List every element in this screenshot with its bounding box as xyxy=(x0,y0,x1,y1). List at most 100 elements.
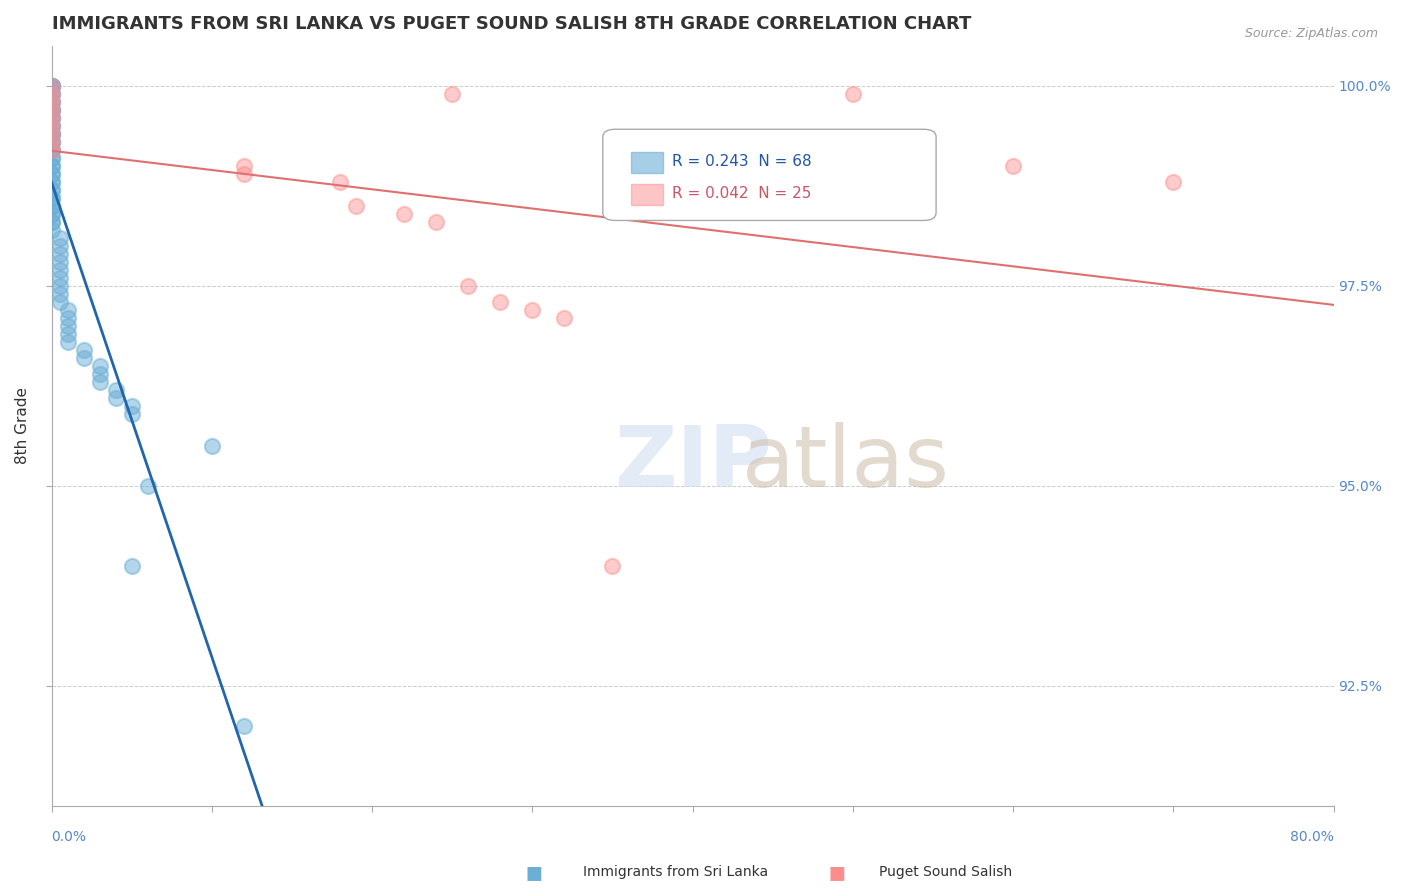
Point xyxy=(41,191,63,205)
Point xyxy=(48,246,70,260)
Point xyxy=(48,270,70,285)
Point xyxy=(41,95,63,109)
Point xyxy=(56,302,79,317)
Point xyxy=(41,214,63,228)
Point xyxy=(48,286,70,301)
Point xyxy=(1161,175,1184,189)
Point xyxy=(41,119,63,133)
Point xyxy=(41,78,63,93)
Point xyxy=(41,78,63,93)
Text: Source: ZipAtlas.com: Source: ZipAtlas.com xyxy=(1244,27,1378,40)
Text: IMMIGRANTS FROM SRI LANKA VS PUGET SOUND SALISH 8TH GRADE CORRELATION CHART: IMMIGRANTS FROM SRI LANKA VS PUGET SOUND… xyxy=(52,15,972,33)
Point xyxy=(344,199,367,213)
Point xyxy=(104,383,127,397)
Point xyxy=(41,78,63,93)
Point xyxy=(457,278,479,293)
Point xyxy=(602,558,624,573)
Text: ▪: ▪ xyxy=(827,858,846,887)
Point xyxy=(41,222,63,236)
Point xyxy=(522,302,544,317)
Text: atlas: atlas xyxy=(742,422,950,505)
Point xyxy=(842,87,865,101)
FancyBboxPatch shape xyxy=(631,184,664,205)
Point xyxy=(41,127,63,141)
Point xyxy=(41,87,63,101)
Point xyxy=(41,135,63,149)
Point xyxy=(56,326,79,341)
Point xyxy=(41,87,63,101)
Point xyxy=(48,262,70,277)
Point xyxy=(48,230,70,244)
Point xyxy=(41,143,63,157)
Point xyxy=(41,78,63,93)
Point xyxy=(41,159,63,173)
Text: 0.0%: 0.0% xyxy=(52,830,87,844)
Point xyxy=(41,167,63,181)
Point xyxy=(553,310,575,325)
Point xyxy=(41,103,63,117)
Text: ▪: ▪ xyxy=(524,858,544,887)
Point xyxy=(41,183,63,197)
Point xyxy=(41,119,63,133)
Point xyxy=(41,127,63,141)
Text: Immigrants from Sri Lanka: Immigrants from Sri Lanka xyxy=(583,865,769,880)
Point xyxy=(41,143,63,157)
Point xyxy=(41,119,63,133)
Point xyxy=(41,78,63,93)
Point xyxy=(41,199,63,213)
Point xyxy=(136,478,159,492)
Point xyxy=(89,359,111,373)
Text: R = 0.243  N = 68: R = 0.243 N = 68 xyxy=(672,154,811,169)
Point xyxy=(41,111,63,125)
Point xyxy=(48,278,70,293)
Point xyxy=(41,207,63,221)
FancyBboxPatch shape xyxy=(631,152,664,173)
FancyBboxPatch shape xyxy=(603,129,936,220)
Point xyxy=(713,199,735,213)
Point xyxy=(232,167,254,181)
Point xyxy=(121,399,143,413)
Point xyxy=(41,135,63,149)
Point xyxy=(41,207,63,221)
Point xyxy=(104,391,127,405)
Point xyxy=(232,718,254,732)
Point xyxy=(41,183,63,197)
Point xyxy=(121,407,143,421)
Point xyxy=(41,103,63,117)
Point xyxy=(41,135,63,149)
Point xyxy=(41,175,63,189)
Point xyxy=(41,95,63,109)
Point xyxy=(41,167,63,181)
Y-axis label: 8th Grade: 8th Grade xyxy=(15,387,30,464)
Point xyxy=(329,175,352,189)
Point xyxy=(89,375,111,389)
Point xyxy=(89,367,111,381)
Point xyxy=(72,351,94,365)
Point xyxy=(441,87,464,101)
Point xyxy=(41,103,63,117)
Point xyxy=(41,87,63,101)
Point xyxy=(201,439,224,453)
Point xyxy=(41,143,63,157)
Point xyxy=(56,310,79,325)
Point xyxy=(392,207,415,221)
Point xyxy=(41,175,63,189)
Point xyxy=(232,159,254,173)
Point xyxy=(48,294,70,309)
Point xyxy=(41,151,63,165)
Point xyxy=(489,294,512,309)
Point xyxy=(41,111,63,125)
Point xyxy=(41,111,63,125)
Point xyxy=(48,254,70,268)
Text: ZIP: ZIP xyxy=(613,422,772,505)
Point xyxy=(41,103,63,117)
Point xyxy=(72,343,94,357)
Text: Puget Sound Salish: Puget Sound Salish xyxy=(879,865,1012,880)
Point xyxy=(41,191,63,205)
Point xyxy=(56,318,79,333)
Point xyxy=(425,214,447,228)
Point xyxy=(48,238,70,252)
Point xyxy=(1001,159,1024,173)
Point xyxy=(41,127,63,141)
Point xyxy=(121,558,143,573)
